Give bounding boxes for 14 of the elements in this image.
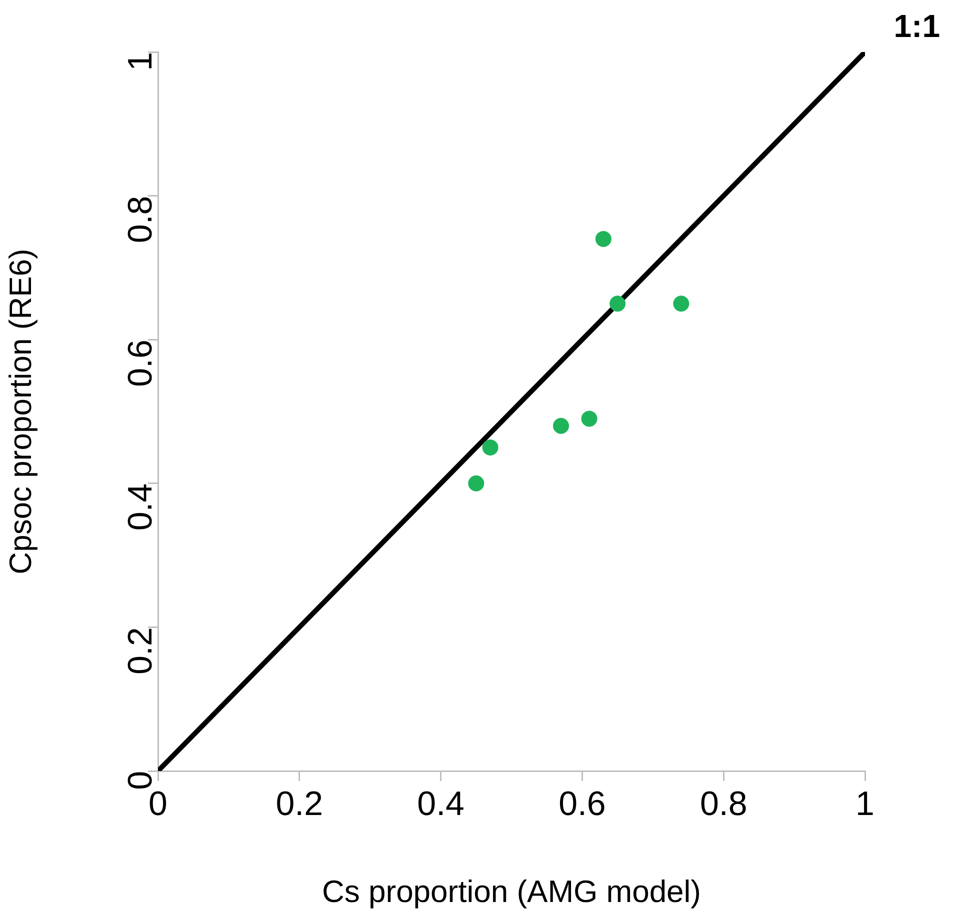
x-tick-label: 0.6 — [558, 784, 606, 823]
x-axis-title: Cs proportion (AMG model) — [322, 874, 702, 909]
y-tick-label: 0.4 — [121, 483, 160, 531]
series-label: 1:1 — [894, 8, 940, 44]
x-tick-label: 0.2 — [276, 784, 324, 823]
y-tick-label: 0.2 — [121, 627, 160, 674]
y-tick-label: 0.8 — [121, 196, 160, 244]
x-tick-label: 0.8 — [700, 784, 748, 823]
y-axis-title: Cpsoc proportion (RE6) — [3, 248, 38, 574]
x-tick-label: 0.4 — [417, 784, 464, 823]
y-tick-label: 1 — [121, 52, 160, 71]
x-tick-label: 1 — [856, 784, 874, 823]
y-tick-label: 0 — [121, 771, 160, 790]
y-tick-label: 0.6 — [121, 340, 160, 387]
